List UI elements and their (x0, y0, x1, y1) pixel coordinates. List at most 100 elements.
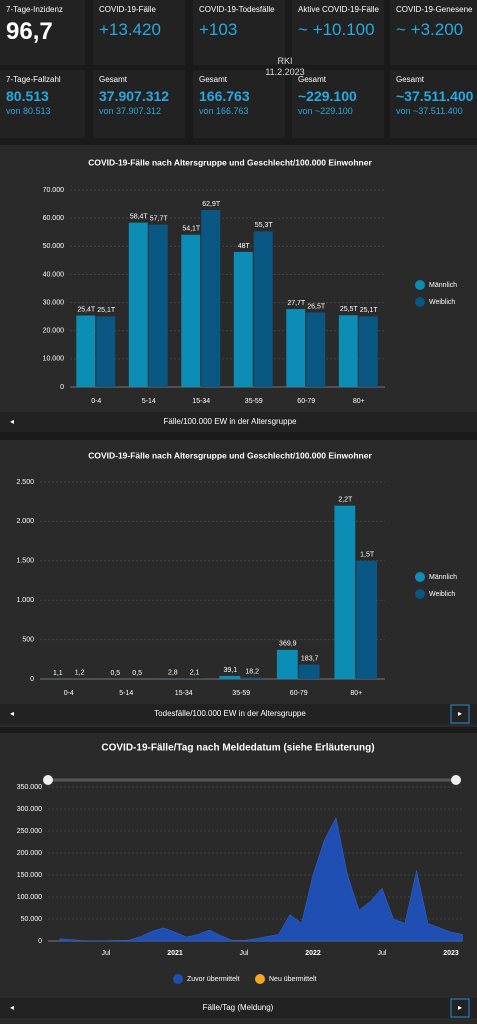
legend-label: Zuvor übermittelt (187, 976, 240, 983)
value-label: 27,7T (287, 300, 306, 307)
y-tick-label: 60.000 (43, 215, 65, 222)
y-tick-label: 1.000 (16, 597, 34, 604)
x-tick-label: Jul (102, 950, 111, 957)
tile-value: 96,7 (6, 18, 53, 45)
x-axis-label: Fälle/100.000 EW in der Altersgruppe (164, 417, 298, 426)
bar (76, 315, 96, 387)
bar (148, 224, 168, 387)
tile-label: 7-Tage-Fallzahl (6, 75, 61, 84)
slider-handle[interactable] (451, 775, 461, 785)
scroll-right (450, 998, 470, 1018)
value-label: 25,4T (77, 306, 96, 313)
x-tick-label: 5-14 (119, 690, 133, 697)
date: 11.2.2023 (265, 67, 305, 77)
x-axis-label: Fälle/Tag (Meldung) (203, 1003, 274, 1012)
legend-swatch (415, 589, 425, 599)
bar (276, 649, 298, 679)
source: RKI (277, 56, 293, 66)
value-label: 1,1 (53, 670, 63, 677)
slider-handle[interactable] (43, 775, 53, 785)
value-label: 25,5T (340, 306, 359, 313)
scroll-left: ◂ (10, 1003, 14, 1012)
y-tick-label: 40.000 (43, 271, 65, 278)
tile: 7-Tage-Inzidenz 96,7 (0, 0, 85, 65)
legend-swatch (415, 280, 425, 290)
legend-swatch (173, 974, 183, 984)
y-tick-label: 350.000 (17, 784, 42, 791)
value-label: 55,3T (255, 222, 274, 229)
value-label: 54,1T (182, 226, 201, 233)
x-tick-label: 60-79 (290, 690, 308, 697)
legend-swatch (255, 974, 265, 984)
tile: COVID-19-Genesene ~ +3.200 (390, 0, 477, 65)
value-label: 183,7 (301, 655, 319, 662)
y-tick-label: 150.000 (17, 872, 42, 879)
value-label: 0,5 (132, 670, 142, 677)
tile: Gesamt ~229.100 von ~229.100 (292, 70, 384, 138)
value-label: 39,1 (224, 667, 238, 674)
y-tick-label: 70.000 (43, 187, 65, 194)
x-tick-label: 35-59 (245, 398, 263, 405)
value-label: 1,5T (360, 552, 375, 559)
value-label: 2,8 (168, 670, 178, 677)
value-label: 48T (238, 243, 251, 250)
bar (241, 677, 263, 679)
x-tick-label: 0-4 (64, 690, 74, 697)
chart: COVID-19-Fälle nach Altersgruppe und Ges… (0, 145, 477, 432)
scroll-right (450, 704, 470, 724)
bar (358, 316, 378, 387)
x-tick-label: Jul (378, 950, 387, 957)
tile-label: COVID-19-Fälle (99, 5, 156, 14)
bar (181, 234, 201, 387)
tile-sub: von ~37.511.400 (396, 106, 463, 116)
tile-value: +103 (199, 20, 238, 39)
tile: COVID-19-Fälle +13.420 (93, 0, 185, 65)
x-tick-label: 15-34 (192, 398, 210, 405)
tile: Aktive COVID-19-Fälle ~ +10.100 (292, 0, 384, 65)
y-tick-label: 250.000 (17, 828, 42, 835)
y-tick-label: 0 (60, 384, 64, 391)
legend-label: Weiblich (429, 299, 455, 306)
x-tick-label: 0-4 (91, 398, 101, 405)
bar (128, 222, 148, 387)
footer-bar (0, 998, 477, 1018)
bar (219, 675, 241, 679)
area (59, 817, 463, 942)
tile-label: Gesamt (199, 75, 228, 84)
value-label: 26,5T (307, 303, 326, 310)
bar (233, 251, 253, 387)
bar (334, 505, 356, 679)
bar (306, 312, 326, 387)
value-label: 25,1T (360, 307, 379, 314)
y-tick-label: 30.000 (43, 299, 65, 306)
x-tick-label: 15-34 (175, 690, 193, 697)
x-tick-label: 35-59 (232, 690, 250, 697)
scroll-left: ◂ (10, 417, 14, 426)
y-tick-label: 500 (22, 636, 34, 643)
chart-title: COVID-19-Fälle nach Altersgruppe und Ges… (88, 450, 372, 460)
y-tick-label: 50.000 (43, 243, 65, 250)
tile-value: +13.420 (99, 20, 161, 39)
legend-label: Neu übermittelt (269, 976, 317, 983)
bar (356, 560, 378, 679)
x-axis-label: Todesfälle/100.000 EW in der Altersgrupp… (154, 709, 306, 718)
chart: COVID-19-Fälle nach Altersgruppe und Ges… (0, 440, 477, 727)
tile-value: 80.513 (6, 88, 49, 104)
y-tick-label: 10.000 (43, 356, 65, 363)
value-label: 57,7T (150, 215, 169, 222)
legend-swatch (415, 297, 425, 307)
x-tick-label: 2022 (305, 950, 321, 957)
x-tick-label: 60-79 (297, 398, 315, 405)
x-tick-label: 2023 (443, 950, 459, 957)
y-tick-label: 2.000 (16, 518, 34, 525)
scroll-left: ◂ (10, 709, 14, 718)
tile-value: 37.907.312 (99, 88, 170, 104)
tile: Gesamt 166.763 von 166.763 (193, 70, 285, 138)
scroll-right-icon: ▸ (458, 1003, 462, 1012)
y-tick-label: 1.500 (16, 558, 34, 565)
x-tick-label: 5-14 (142, 398, 156, 405)
value-label: 369,9 (279, 641, 297, 648)
value-label: 0,5 (110, 670, 120, 677)
tile-value: 166.763 (199, 88, 250, 104)
